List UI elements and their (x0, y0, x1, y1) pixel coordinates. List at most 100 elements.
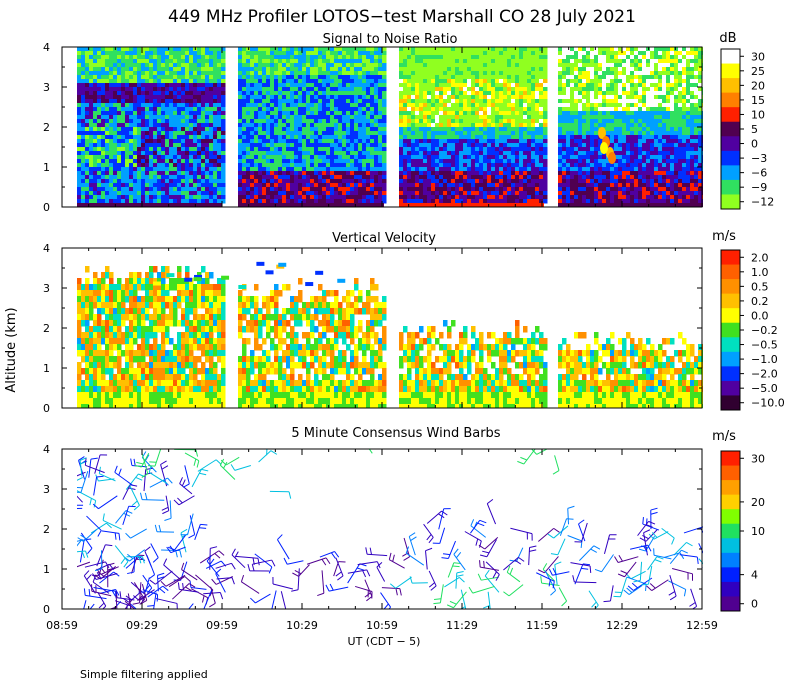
snr-cell (173, 171, 178, 176)
snr-cell (145, 59, 150, 64)
snr-cell (399, 131, 404, 136)
snr-cell (109, 155, 114, 160)
snr-cell (157, 195, 162, 200)
snr-cell (487, 119, 492, 124)
snr-cell (85, 199, 90, 204)
snr-cell (487, 199, 492, 204)
snr-cell (382, 143, 387, 148)
snr-cell (451, 103, 456, 108)
snr-cell (306, 179, 311, 184)
snr-cell (614, 183, 619, 188)
snr-cell (298, 51, 303, 56)
snr-cell (137, 63, 142, 68)
snr-cell (242, 139, 247, 144)
snr-cell (181, 55, 186, 60)
snr-cell (439, 119, 444, 124)
snr-cell (185, 127, 190, 132)
snr-cell (266, 59, 271, 64)
snr-cell (366, 79, 371, 84)
snr-cell (157, 83, 162, 88)
snr-cell (582, 151, 587, 156)
snr-cell (133, 87, 138, 92)
snr-cell (618, 75, 623, 80)
snr-cell (242, 159, 247, 164)
snr-cell (121, 99, 126, 104)
snr-cell (539, 55, 544, 60)
snr-cell (318, 127, 323, 132)
snr-cell (117, 135, 122, 140)
snr-cell (447, 59, 452, 64)
snr-cell (77, 171, 82, 176)
snr-cell (519, 139, 524, 144)
snr-cell (302, 179, 307, 184)
snr-cell (262, 75, 267, 80)
snr-cell (578, 71, 583, 76)
snr-cell (330, 75, 335, 80)
snr-cell (318, 95, 323, 100)
snr-cell (149, 83, 154, 88)
snr-cell (570, 51, 575, 56)
snr-cell (173, 91, 178, 96)
snr-cell (459, 55, 464, 60)
snr-cell (238, 71, 243, 76)
snr-cell (539, 171, 544, 176)
snr-cell (370, 115, 375, 120)
snr-cell (586, 151, 591, 156)
snr-cell (535, 115, 540, 120)
snr-cell (318, 75, 323, 80)
snr-cell (157, 95, 162, 100)
snr-cell (270, 187, 275, 192)
snr-cell (443, 147, 448, 152)
snr-cell (109, 143, 114, 148)
snr-cell (606, 99, 611, 104)
snr-cell (487, 195, 492, 200)
snr-cell (507, 167, 512, 172)
snr-cell (109, 75, 114, 80)
snr-cell (610, 163, 615, 168)
snr-cell (431, 115, 436, 120)
snr-cell (511, 163, 516, 168)
snr-cell (535, 195, 540, 200)
snr-cell (137, 83, 142, 88)
snr-cell (246, 127, 251, 132)
snr-cell (594, 195, 599, 200)
snr-cell (250, 199, 255, 204)
snr-cell (161, 199, 166, 204)
snr-cell (334, 63, 339, 68)
snr-ground-cell (77, 203, 222, 207)
snr-cell (443, 127, 448, 132)
snr-cell (415, 91, 420, 96)
snr-cell (451, 123, 456, 128)
snr-cell (330, 47, 335, 52)
snr-cell (602, 175, 607, 180)
snr-cell (354, 179, 359, 184)
snr-cell (535, 135, 540, 140)
snr-cell (93, 103, 98, 108)
snr-cell (302, 147, 307, 152)
snr-cell (543, 143, 548, 148)
snr-cell (322, 195, 327, 200)
snr-cell (354, 87, 359, 92)
snr-cell (527, 55, 532, 60)
snr-cell (149, 159, 154, 164)
snr-cell (378, 103, 383, 108)
snr-cell (523, 119, 528, 124)
snr-cell (598, 163, 603, 168)
snr-cell (511, 127, 516, 132)
snr-cell (294, 111, 299, 116)
snr-cell (602, 87, 607, 92)
snr-cell (217, 71, 222, 76)
snr-cell (447, 103, 452, 108)
snr-cell (77, 95, 82, 100)
snr-cell (495, 127, 500, 132)
snr-cell (495, 99, 500, 104)
snr-cell (266, 99, 271, 104)
snr-cell (326, 59, 331, 64)
snr-cell (346, 115, 351, 120)
snr-cell (117, 99, 122, 104)
snr-cell (435, 179, 440, 184)
snr-cell (594, 123, 599, 128)
snr-cell (330, 111, 335, 116)
snr-cell (169, 171, 174, 176)
snr-cell (535, 171, 540, 176)
